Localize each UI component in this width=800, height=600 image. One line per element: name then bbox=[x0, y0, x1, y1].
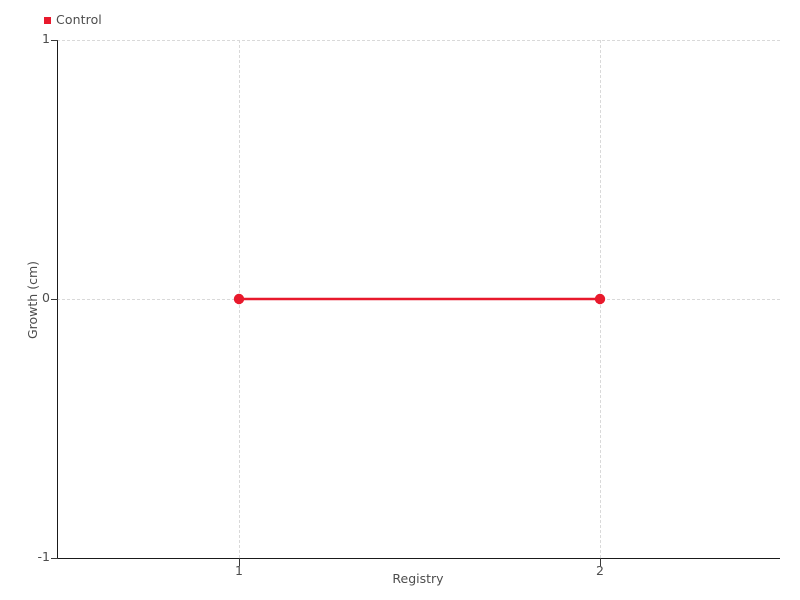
x-tick-label-2: 2 bbox=[596, 563, 604, 578]
gridline-x-1 bbox=[239, 40, 240, 558]
y-tick-mark-1 bbox=[51, 40, 58, 41]
legend-swatch-control-icon bbox=[44, 16, 51, 24]
x-tick-label-1: 1 bbox=[235, 563, 243, 578]
y-tick-label-0: 0 bbox=[42, 290, 50, 305]
chart-legend: Control bbox=[44, 12, 102, 28]
x-tick-mark-1 bbox=[239, 558, 240, 566]
y-tick-mark-neg1 bbox=[51, 558, 58, 559]
y-tick-mark-0 bbox=[51, 299, 58, 300]
gridline-x-2 bbox=[600, 40, 601, 558]
x-axis-label: Registry bbox=[0, 571, 800, 586]
x-tick-mark-2 bbox=[600, 558, 601, 566]
gridline-y-0 bbox=[57, 299, 780, 300]
x-axis-spine bbox=[57, 558, 780, 559]
gridline-y-1 bbox=[57, 40, 780, 41]
plot-area bbox=[57, 40, 780, 559]
y-tick-label-1: 1 bbox=[42, 31, 50, 46]
x-axis-label-text: Registry bbox=[392, 571, 444, 586]
y-tick-label-neg1: -1 bbox=[37, 549, 50, 564]
legend-label-control: Control bbox=[56, 11, 102, 27]
y-axis-label-text: Growth (cm) bbox=[25, 260, 40, 340]
y-axis-label: Growth (cm) bbox=[22, 0, 44, 600]
